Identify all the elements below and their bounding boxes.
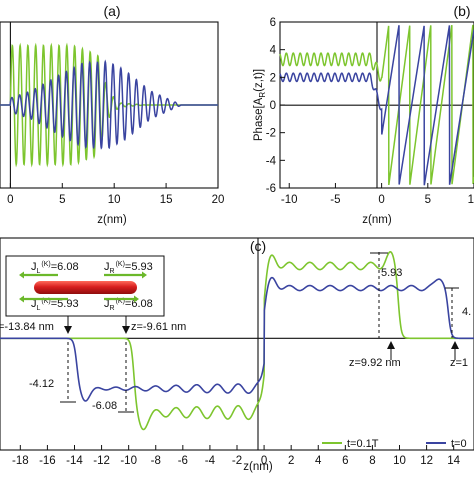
panel-c-xaxis: -18 -16 -14 -12 -10 -8 -6 -4 -2 0 2 4 6 8 10 12 14 [12,445,461,467]
panel-b-ylabel-tail: (z,t)] [253,69,265,92]
panel-b-ytick-label-4: 2 [270,72,276,84]
panel-c-xtick-label-6: -6 [178,455,188,467]
panel-b-ytick-label-6: 6 [270,17,276,29]
inset-jl-top-val: =6.08 [51,261,79,273]
panel-a-label: (a) [103,3,120,19]
panel-b-series-blue [279,25,474,186]
inset-arrows [19,271,147,303]
panel-b-ylabel-sub: R [258,92,267,98]
panel-a-xlabel: z(nm) [97,214,127,226]
inset-jl-top-sub: L [37,268,41,275]
panel-a-xtick-label-3: 15 [160,194,173,206]
panel-c-xtick-label-11: 4 [315,455,322,467]
panel-a-xtick-label-0: 0 [7,194,13,206]
panel-c-xtick-label-9: 0 [261,455,267,467]
panel-a-xaxis: 0 5 10 15 20 [7,183,224,206]
legend: t=0.1T t=0 [322,438,467,450]
inset-jr-top-sup: (K) [116,261,125,268]
panel-a: (a) 0 5 10 15 20 z(nm) [0,3,224,226]
panel-c-series-green [0,251,474,431]
inset-jr-top: JR(K)=5.93 [104,261,153,275]
label-z-right-blue: z=1 [450,357,468,369]
inset-arrow-bottom-left-head [19,295,24,303]
panel-c-xtick-label-10: 2 [288,455,294,467]
inset-jl-bot-sub: L [37,305,41,312]
inset-jl-top: JL(K)=6.08 [31,261,79,275]
inset-jl-bot-main: J [31,298,37,310]
inset-jl-top-main: J [31,261,37,273]
label-z-left-green: z=-9.61 nm [131,321,186,333]
panel-b-xtick-label-4: 10 [468,194,474,206]
panel-a-xtick-label-4: 20 [212,194,225,206]
panel-b-yaxis: -6 -4 -2 0 2 4 6 [266,17,285,195]
inset-arrow-top-right-head [142,271,147,279]
label-z-left-blue: =-13.84 nm [0,321,54,333]
inset-jr-top-main: J [104,261,110,273]
arrowhead-z-right-blue [451,341,459,349]
inset-jl-bot-val: =5.93 [51,298,79,310]
inset-jr-top-sub: R [110,268,115,275]
panel-a-xtick-label-1: 5 [59,194,65,206]
legend-label-t01T: t=0.1T [347,438,379,450]
inset-jr-bot-sup: (K) [116,298,125,305]
panel-c-xtick-label-12: 6 [342,455,348,467]
panel-b-ylabel: Phase[AR(z,t)] [253,69,267,141]
panel-b-ytick-label-2: -2 [266,128,276,140]
arrowhead-z-left-green [122,326,130,334]
panel-c-xtick-label-3: -12 [93,455,110,467]
panel-c-xtick-label-16: 14 [447,455,460,467]
label-left-blue-level: -4.12 [29,378,54,390]
arrowhead-z-left-blue [64,326,72,334]
panel-c-xtick-label-14: 10 [393,455,406,467]
panel-b-xlabel: z(nm) [362,214,392,226]
inset-jl-top-sup: (K) [41,261,50,268]
panel-b-ytick-label-5: 4 [270,45,277,57]
inset-jr-bot-val: =6.08 [125,298,153,310]
panel-c-annotations: 5.93 4. -4.12 -6.08 =-13.84 nm z=-9.61 n… [0,252,471,413]
panel-c-xtick-label-2: -14 [66,455,83,467]
panel-c-xtick-label-8: -2 [232,455,242,467]
panel-c-xlabel: z(nm) [243,461,273,473]
inset-jl-bot-sup: (K) [41,298,50,305]
panel-c-xtick-label-15: 12 [420,455,433,467]
inset-jl-bot: JL(K)=5.93 [31,298,79,312]
inset-jr-bot-main: J [104,298,110,310]
inset: JL(K)=6.08 JR(K)=5.93 JL(K)=5.93 JR(K)=6… [5,255,165,317]
inset-arrow-bottom-right-head [134,295,139,303]
panel-b-ylabel-main: Phase[A [253,97,265,141]
inset-jr-top-val: =5.93 [125,261,153,273]
panel-b-ytick-label-3: 0 [270,100,276,112]
panel-c-series-blue [0,276,474,402]
panel-a-xtick-label-2: 10 [108,194,121,206]
panel-c-xtick-label-13: 8 [369,455,375,467]
label-z-right-green: z=9.92 nm [349,357,401,369]
panel-c-xtick-label-1: -16 [39,455,56,467]
panel-b-ytick-label-1: -4 [266,155,277,167]
panel-c-xtick-label-0: -18 [12,455,29,467]
legend-label-t0: t=0 [451,438,467,450]
panel-b-xtick-label-2: 0 [378,194,384,206]
inset-jr-bot: JR(K)=6.08 [104,298,153,312]
panel-b-xtick-label-0: -10 [281,194,298,206]
label-left-green-level: -6.08 [92,400,117,412]
panel-c-xtick-label-4: -10 [120,455,137,467]
panel-b-xtick-label-3: 5 [425,194,431,206]
panel-b-xaxis: -10 -5 0 5 10 [281,183,474,206]
panel-b-xtick-label-1: -5 [330,194,340,206]
panel-c-xtick-label-7: -4 [205,455,216,467]
label-right-green-level: 5.93 [381,267,402,279]
panel-c: (c) -18 -16 -14 -12 -10 -8 -6 -4 -2 0 2 4 6 8 10 12 14 z… [0,237,474,473]
panel-c-xtick-label-5: -8 [151,455,161,467]
nanotube-rod [34,281,137,294]
arrowhead-z-right-green [387,341,395,349]
inset-arrow-top-left-head [19,271,24,279]
panel-b-ytick-label-0: -6 [266,183,276,195]
panel-b-label: (b) [453,3,470,19]
panel-b-series-green [279,24,474,186]
label-right-blue-level: 4. [462,306,471,318]
panel-a-series-blue [0,59,218,150]
inset-jr-bot-sub: R [110,305,115,312]
